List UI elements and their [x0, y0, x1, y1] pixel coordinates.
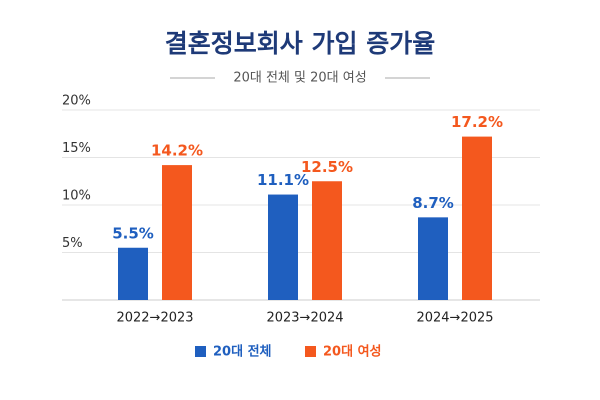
bar: [418, 217, 448, 300]
y-tick-label: 20%: [62, 94, 91, 109]
value-label: 14.2%: [151, 142, 203, 160]
y-tick-label: 10%: [62, 189, 91, 204]
value-label: 12.5%: [301, 158, 353, 176]
value-label: 5.5%: [112, 224, 154, 242]
chart-subtitle: 20대 전체 및 20대 여성: [233, 71, 366, 86]
legend-swatch: [195, 346, 206, 357]
bar: [268, 194, 298, 300]
y-tick-label: 15%: [62, 141, 91, 156]
value-label: 17.2%: [451, 113, 503, 131]
x-tick-label: 2023→2024: [266, 311, 343, 326]
bar: [118, 247, 148, 300]
bar: [162, 165, 192, 300]
x-tick-label: 2022→2023: [116, 311, 193, 326]
x-tick-label: 2024→2025: [416, 311, 493, 326]
value-label: 11.1%: [257, 171, 309, 189]
legend-label: 20대 전체: [213, 344, 272, 360]
legend-label: 20대 여성: [323, 344, 382, 360]
bar: [462, 136, 492, 300]
legend-swatch: [305, 346, 316, 357]
value-label: 8.7%: [412, 194, 454, 212]
bar: [312, 181, 342, 300]
chart-title: 결혼정보회사 가입 증가율: [165, 29, 435, 58]
y-tick-label: 5%: [62, 236, 83, 251]
